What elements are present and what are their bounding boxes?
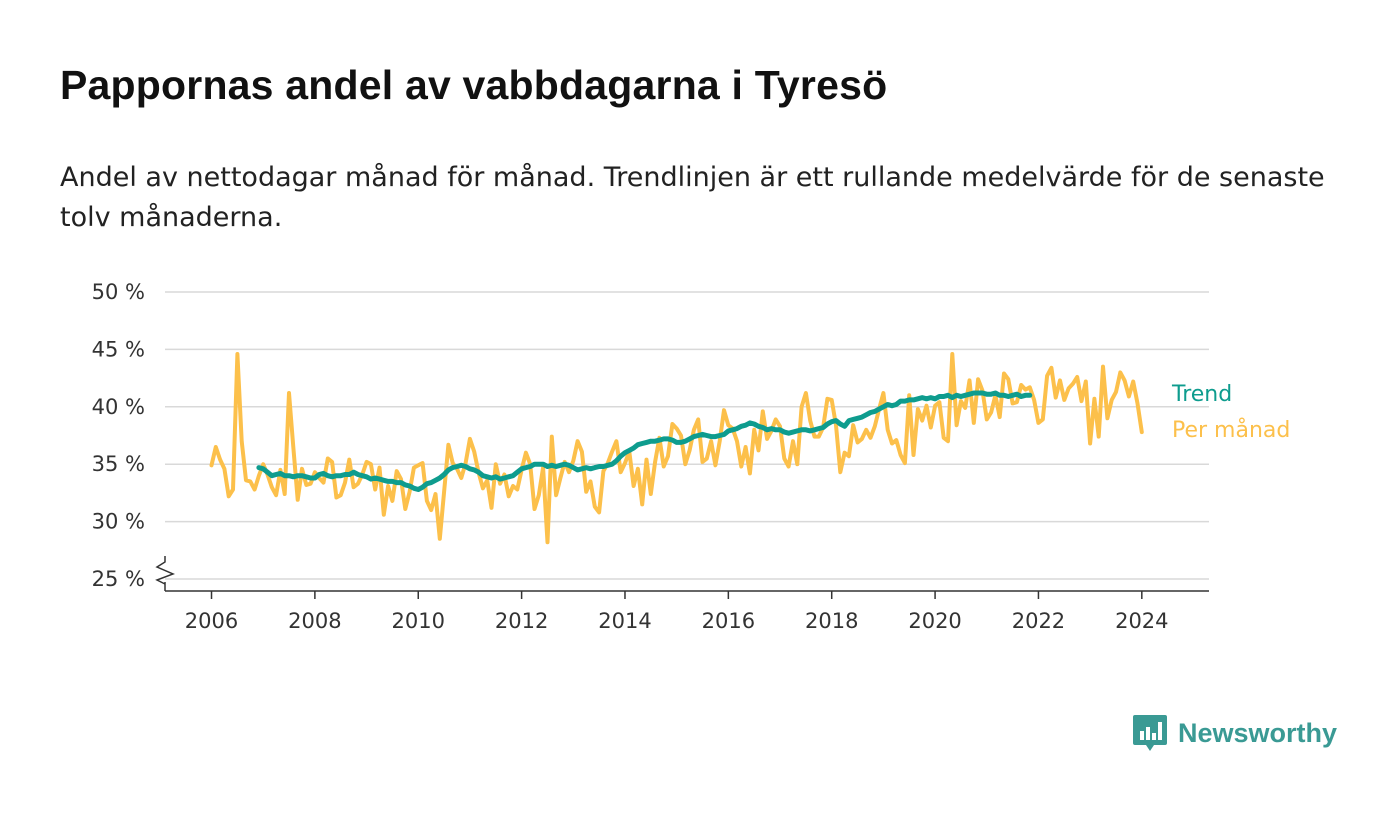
trend-series-line (256, 390, 1033, 492)
x-tick-label: 2018 (805, 609, 858, 633)
chart-subtitle: Andel av nettodagar månad för månad. Tre… (60, 162, 1325, 233)
x-tick-label: 2012 (495, 609, 548, 633)
newsworthy-brand: Newsworthy (1132, 712, 1337, 754)
axis-break-icon (155, 556, 175, 585)
grid-layer (165, 291, 1209, 580)
series-layer (209, 352, 1144, 545)
x-tick-label: 2010 (392, 609, 445, 633)
x-tick-label: 2008 (288, 609, 341, 633)
x-tick-label: 2016 (702, 609, 755, 633)
y-tick-label: 30 % (92, 510, 145, 534)
y-tick-label: 50 % (92, 280, 145, 304)
x-tick-label: 2022 (1012, 609, 1065, 633)
newsworthy-logo-icon (1133, 715, 1167, 751)
x-tick-label: 2020 (908, 609, 961, 633)
axis-layer: 25 % 30 % 35 % 40 % 45 % 50 % 2006 2008 2010 2012… (92, 280, 1209, 633)
y-tick-label: 25 % (92, 567, 145, 591)
monthly-series-label: Per månad (1172, 417, 1290, 443)
x-tick-label: 2024 (1115, 609, 1168, 633)
chart-title: Pappornas andel av vabbdagarna i Tyresö (60, 62, 888, 108)
x-tick-label: 2006 (185, 609, 238, 633)
y-tick-label: 40 % (92, 395, 145, 419)
y-tick-label: 35 % (92, 452, 145, 476)
trend-series-label: Trend (1171, 382, 1232, 407)
y-tick-label: 45 % (92, 337, 145, 361)
monthly-series-line (209, 352, 1144, 545)
brand-name: Newsworthy (1178, 717, 1338, 748)
x-tick-label: 2014 (598, 609, 651, 633)
label-layer: Per månad Trend (1171, 382, 1290, 443)
